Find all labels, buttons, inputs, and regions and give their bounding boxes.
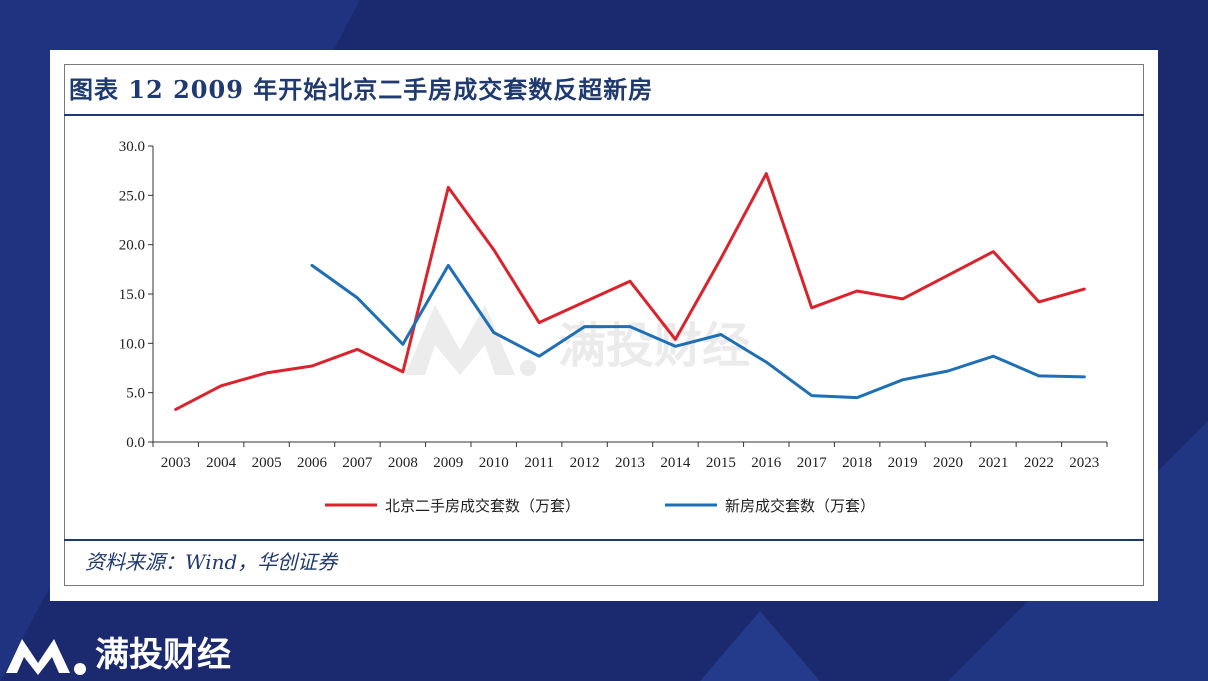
y-tick-label: 0.0 xyxy=(126,435,145,451)
x-tick-label: 2004 xyxy=(206,455,237,471)
y-tick-label: 10.0 xyxy=(119,336,145,352)
source-note: 资料来源：Wind，华创证券 xyxy=(85,550,338,574)
y-tick-label: 15.0 xyxy=(119,287,145,303)
legend-label: 新房成交套数（万套） xyxy=(725,497,875,515)
y-tick-label: 25.0 xyxy=(119,188,145,204)
watermark-logo-icon xyxy=(405,305,515,375)
chart-title: 图表 12 2009 年开始北京二手房成交套数反超新房 xyxy=(69,75,654,104)
legend-label: 北京二手房成交套数（万套） xyxy=(385,497,580,515)
x-tick-label: 2009 xyxy=(433,455,463,471)
x-tick-label: 2021 xyxy=(978,455,1008,471)
brand-logo-icon xyxy=(6,639,86,675)
background-shape-bottom xyxy=(700,611,820,681)
x-tick-label: 2013 xyxy=(615,455,645,471)
x-tick-label: 2023 xyxy=(1069,455,1099,471)
x-tick-label: 2003 xyxy=(161,455,191,471)
x-tick-label: 2016 xyxy=(751,455,782,471)
x-tick-label: 2011 xyxy=(524,455,553,471)
x-tick-label: 2015 xyxy=(706,455,736,471)
x-tick-label: 2007 xyxy=(342,455,373,471)
y-tick-label: 20.0 xyxy=(119,238,145,254)
x-tick-label: 2008 xyxy=(388,455,418,471)
title-divider xyxy=(64,114,1144,116)
brand-footer: 满投财经 xyxy=(0,625,300,675)
x-tick-label: 2012 xyxy=(570,455,600,471)
series-group xyxy=(174,172,1086,411)
x-tick-label: 2005 xyxy=(252,455,282,471)
series-line-secondhand xyxy=(174,172,1086,411)
x-tick-label: 2017 xyxy=(797,455,828,471)
chart-card: 图表 12 2009 年开始北京二手房成交套数反超新房 满投财经 0.0 5.0 1… xyxy=(50,50,1158,601)
legend: 北京二手房成交套数（万套） 新房成交套数（万套） xyxy=(325,497,875,515)
x-tick-label: 2014 xyxy=(660,455,691,471)
x-tick-label: 2018 xyxy=(842,455,872,471)
x-tick-label: 2006 xyxy=(297,455,328,471)
x-tick-label: 2019 xyxy=(888,455,918,471)
y-tick-label: 30.0 xyxy=(119,139,145,155)
y-tick-label: 5.0 xyxy=(126,386,145,402)
axes: 0.0 5.0 10.0 15.0 20.0 25.0 30.0 2003 2004 2005 20… xyxy=(119,139,1108,471)
x-tick-label: 2022 xyxy=(1024,455,1054,471)
x-tick-label: 2020 xyxy=(933,455,963,471)
series-line-new xyxy=(310,263,1086,400)
brand-name: 满投财经 xyxy=(95,635,231,675)
chart-frame xyxy=(64,64,1144,586)
source-divider xyxy=(64,539,1144,541)
x-tick-label: 2010 xyxy=(479,455,509,471)
